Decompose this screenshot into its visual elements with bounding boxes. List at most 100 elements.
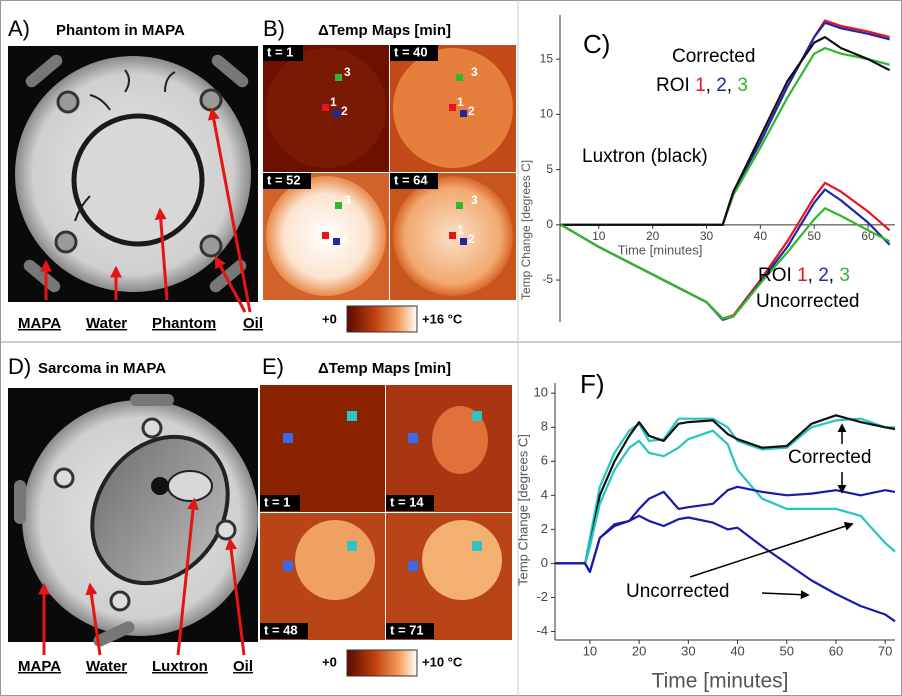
- y-tick-label: 0: [546, 217, 553, 231]
- y-axis-title: Temp Change [degrees C]: [515, 434, 530, 586]
- panel-title: ΔTemp Maps [min]: [318, 360, 451, 377]
- annotation-part: 1: [695, 75, 706, 96]
- panel-title: ΔTemp Maps [min]: [318, 22, 451, 39]
- annotation: Uncorrected: [756, 291, 860, 312]
- annotation-part: ROI: [758, 265, 792, 286]
- annotation-part: ROI: [656, 75, 690, 96]
- hot-region: [295, 520, 375, 600]
- x-tick-label: 10: [592, 229, 606, 243]
- roi-label: 1: [330, 223, 337, 237]
- y-tick-label: 2: [541, 521, 548, 536]
- y-tick-label: -5: [542, 272, 553, 286]
- panel-label: B): [263, 16, 285, 41]
- roi-label: 3: [344, 65, 351, 79]
- temp-map: [260, 385, 385, 512]
- y-tick-label: -4: [536, 623, 548, 638]
- roi-label: 2: [341, 104, 348, 118]
- tile-label: t = 1: [264, 494, 290, 509]
- tile-label: t = 71: [390, 622, 424, 637]
- tile-label: t = 64: [394, 172, 428, 187]
- x-tick-label: 20: [646, 229, 660, 243]
- panel-label: E): [262, 354, 284, 379]
- annotation-part: ,: [727, 75, 732, 96]
- x-tick-label: 40: [730, 643, 744, 658]
- annotation: MAPA: [18, 658, 61, 675]
- panel-d: D) Sarcoma in MAPA MAPA Water Luxtron Oi…: [8, 354, 258, 675]
- y-tick-label: 0: [541, 555, 548, 570]
- annotation: ROI 1, 2, 3: [758, 265, 850, 286]
- tile-label: t = 52: [267, 172, 301, 187]
- annotation-part: 1: [797, 265, 808, 286]
- annotation: Luxtron: [152, 658, 208, 675]
- annotation: Oil: [233, 658, 253, 675]
- inner-phantom: [74, 116, 202, 244]
- roi-label: 1: [330, 95, 337, 109]
- x-tick-label: 30: [681, 643, 695, 658]
- annotation-part: 2: [716, 75, 727, 96]
- bone: [151, 477, 169, 495]
- y-tick-label: 10: [534, 385, 548, 400]
- annotation: Uncorrected: [626, 581, 730, 602]
- annotation: Phantom: [152, 315, 216, 332]
- x-tick-label: 30: [700, 229, 714, 243]
- x-tick-label: 50: [808, 229, 822, 243]
- annotation-part: 3: [839, 265, 850, 286]
- annotation-part: ,: [706, 75, 711, 96]
- hot-region: [422, 520, 502, 600]
- x-axis-title: Time [minutes]: [652, 670, 789, 693]
- y-tick-label: 6: [541, 453, 548, 468]
- annotation: Water: [86, 658, 127, 675]
- roi-label: 2: [341, 232, 348, 246]
- y-tick-label: 4: [541, 487, 548, 502]
- colorbar: [347, 306, 417, 332]
- annotation-part: 2: [818, 265, 829, 286]
- annotation-part: ,: [829, 265, 834, 286]
- annotation: MAPA: [18, 315, 61, 332]
- roi-label: 3: [471, 193, 478, 207]
- colorbar-b: +0 +16 °C: [322, 306, 463, 332]
- y-tick-label: 5: [546, 162, 553, 176]
- annotation: Corrected: [788, 447, 871, 468]
- annotation: Oil: [243, 315, 263, 332]
- annotation: ROI 1, 2, 3: [656, 75, 748, 96]
- tile-label: t = 14: [390, 494, 424, 509]
- y-tick-label: 15: [540, 51, 554, 65]
- panel-title: Phantom in MAPA: [56, 22, 185, 39]
- arrow: [690, 524, 852, 577]
- annotation-part: 3: [737, 75, 748, 96]
- arrow: [762, 593, 808, 595]
- roi-label: 1: [457, 95, 464, 109]
- chart: -4 -2 0 2 4 6 8 10 10 20 30 40 50 60 70 Time [minutes] T…: [515, 383, 895, 693]
- data-line: [556, 516, 896, 622]
- tile-label: t = 48: [264, 622, 298, 637]
- colorbar-label: +16 °C: [422, 311, 463, 326]
- annotation: Water: [86, 315, 127, 332]
- x-tick-label: 60: [829, 643, 843, 658]
- panel-a: A) Phantom in MAPA MAPA Water Phantom Oi…: [8, 16, 263, 332]
- colorbar: [347, 650, 417, 676]
- x-tick-label: 20: [632, 643, 646, 658]
- panel-label: F): [580, 369, 605, 399]
- panel-b: B) ΔTemp Maps [min] t = 1 t = 40 t = 52 …: [263, 16, 516, 300]
- panel-e: E) ΔTemp Maps [min] t = 1 t = 14 t = 48 …: [260, 354, 512, 676]
- y-tick-label: 8: [541, 419, 548, 434]
- y-axis-title: Temp Change [degrees C]: [519, 160, 533, 300]
- roi-label: 3: [344, 193, 351, 207]
- annotation: Corrected: [672, 46, 755, 67]
- chart-f-annotations: F) Corrected Uncorrected: [580, 369, 871, 602]
- panel-label: A): [8, 16, 30, 41]
- x-tick-label: 10: [583, 643, 597, 658]
- x-tick-label: 50: [780, 643, 794, 658]
- x-tick-label: 70: [878, 643, 892, 658]
- x-tick-label: 40: [754, 229, 768, 243]
- y-tick-label: -2: [536, 589, 548, 604]
- chart-c-annotations: C) Corrected ROI 1, 2, 3 Luxtron (black)…: [582, 29, 860, 312]
- annotation-part: ,: [808, 265, 813, 286]
- roi-label: 2: [468, 104, 475, 118]
- colorbar-label: +10 °C: [422, 654, 463, 669]
- panel-title: Sarcoma in MAPA: [38, 360, 166, 377]
- tumor: [168, 471, 212, 501]
- tile-label: t = 1: [267, 44, 293, 59]
- y-tick-label: 10: [540, 107, 554, 121]
- tile-label: t = 40: [394, 44, 428, 59]
